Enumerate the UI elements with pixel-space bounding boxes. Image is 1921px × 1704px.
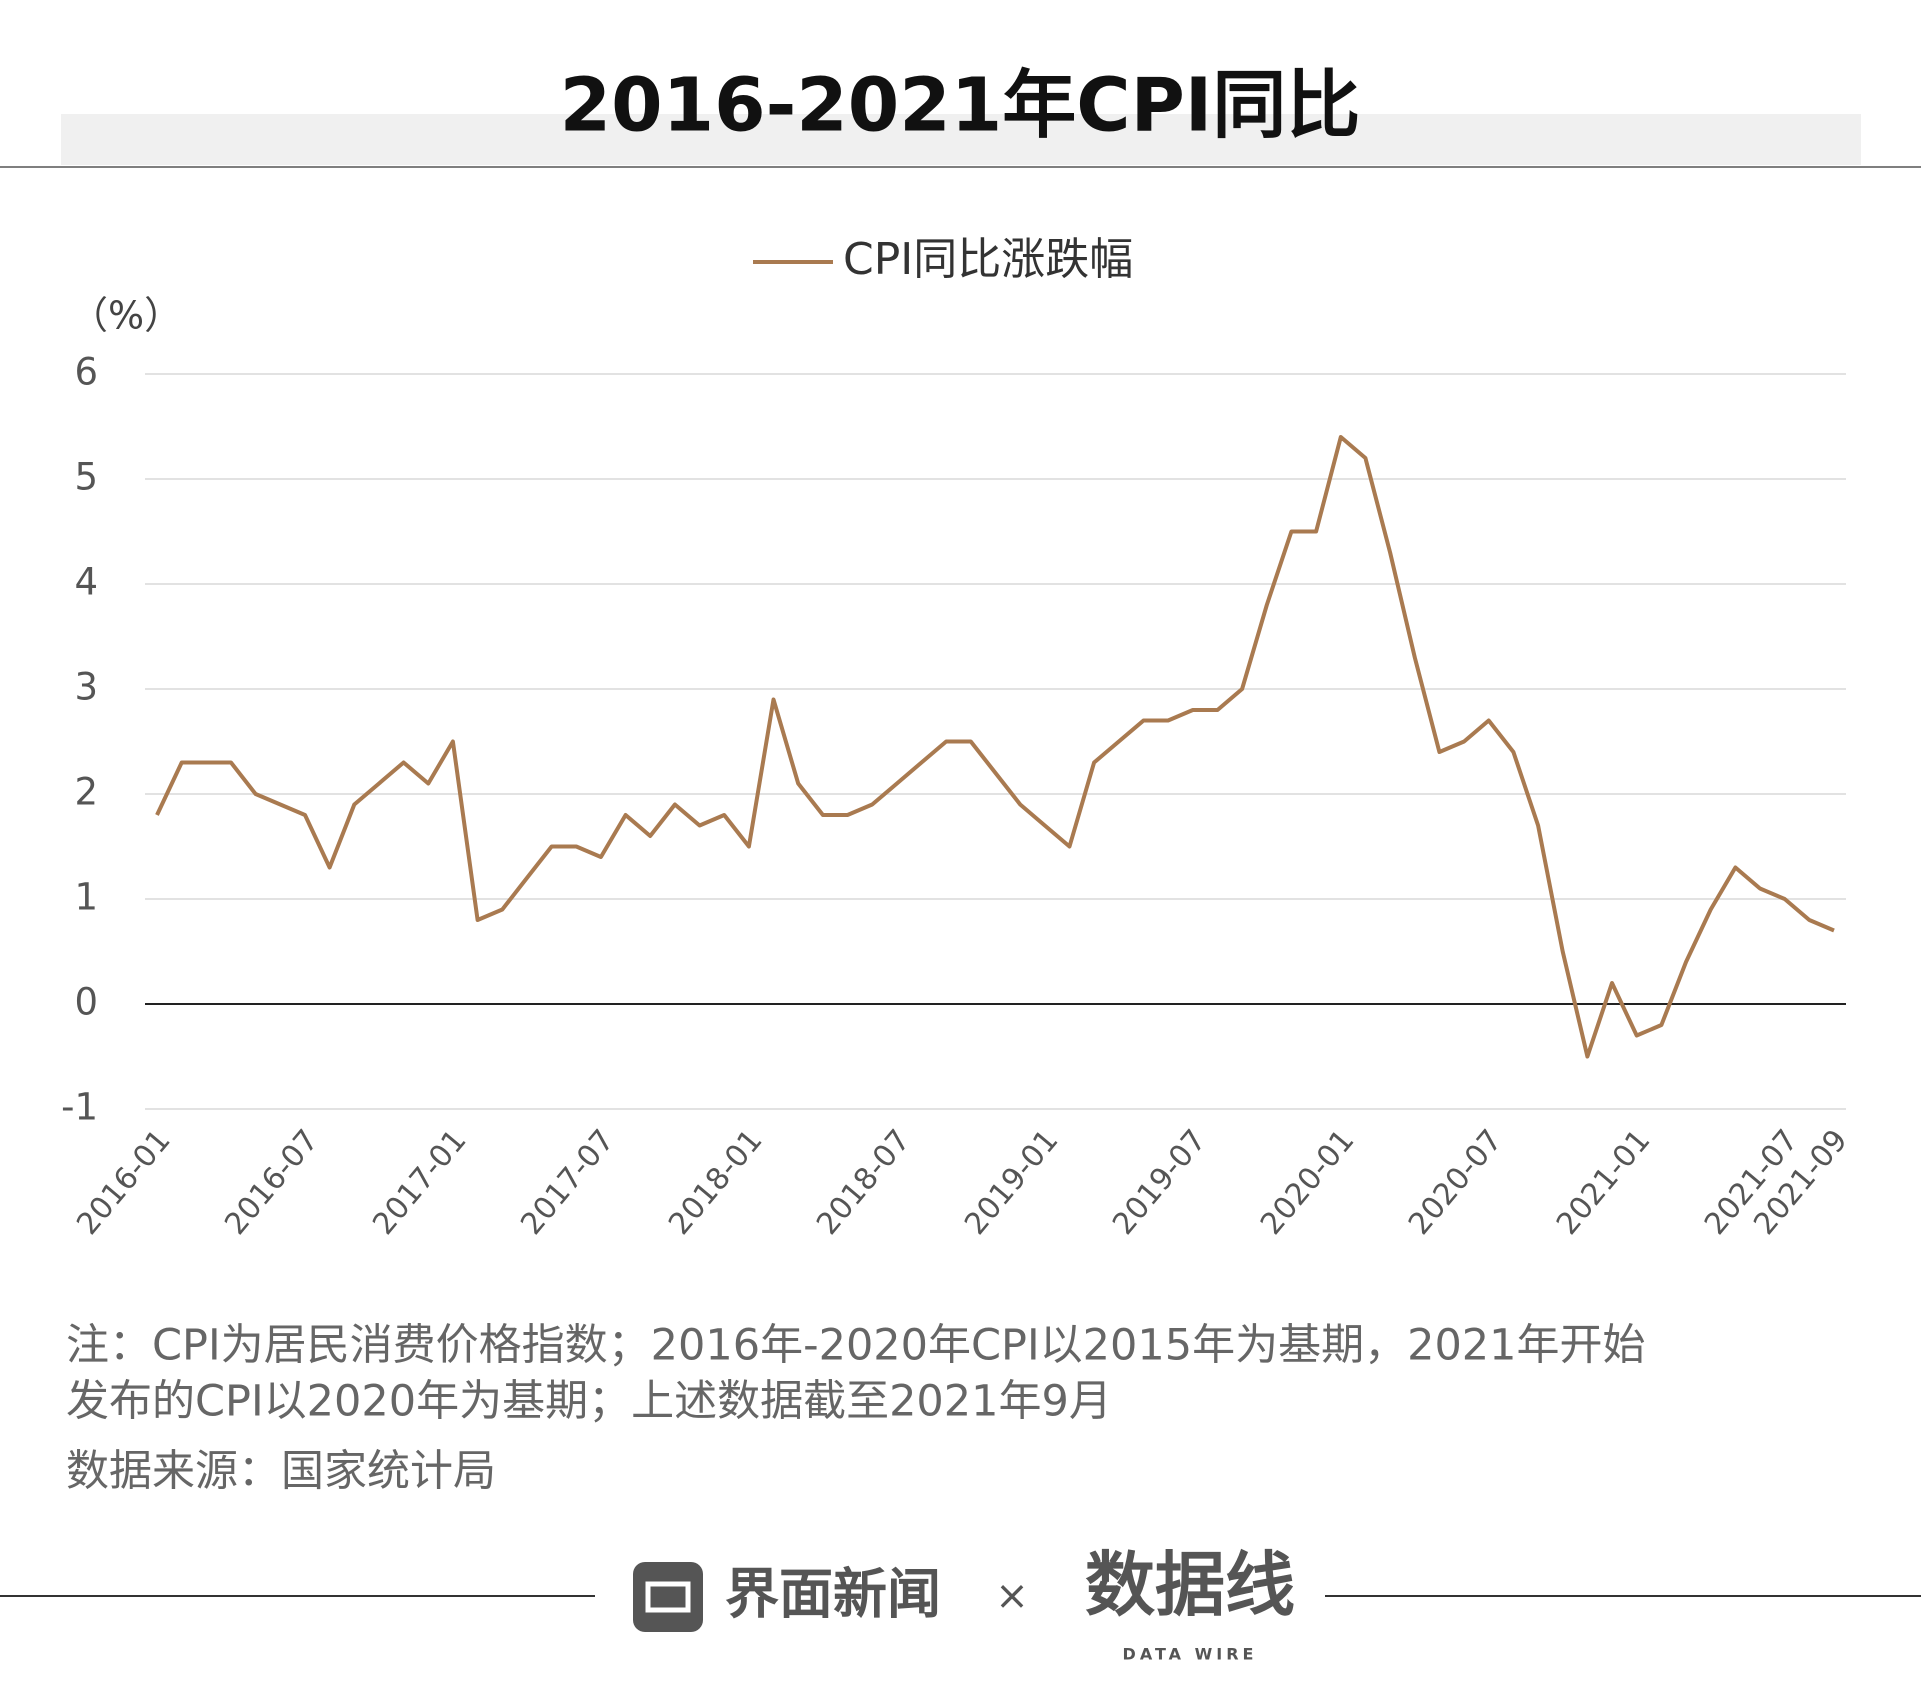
y-unit: （%）	[70, 294, 182, 338]
footer-partner: 数据线	[1085, 1544, 1295, 1626]
x-tick-label: 2017-01	[366, 1123, 473, 1242]
y-tick-label: 5	[74, 456, 98, 499]
source: 数据来源：国家统计局	[66, 1447, 496, 1497]
chart-title: 2016-2021年CPI同比	[560, 63, 1361, 149]
y-tick-label: 4	[74, 561, 98, 604]
x-tick-label: 2020-01	[1254, 1123, 1361, 1242]
note: 发布的CPI以2020年为基期；上述数据截至2021年9月	[66, 1377, 1112, 1427]
note: 注：CPI为居民消费价格指数；2016年-2020年CPI以2015年为基期，2…	[66, 1321, 1646, 1371]
title-band	[61, 114, 1861, 165]
footer-brand: 界面新闻	[725, 1563, 941, 1626]
x-tick-label: 2017-07	[514, 1123, 621, 1242]
footer-partner-sub: DATA WIRE	[1123, 1645, 1258, 1664]
brand-logo-mark	[645, 1581, 691, 1613]
x-tick-label: 2019-01	[958, 1123, 1065, 1242]
x-tick-label: 2016-07	[218, 1123, 325, 1242]
data-line	[155, 435, 1835, 1059]
x-tick-label: 2016-01	[70, 1123, 177, 1242]
legend-label: CPI同比涨跌幅	[843, 234, 1133, 285]
brand-logo	[633, 1562, 703, 1632]
y-tick-label: 2	[74, 771, 98, 814]
x-tick-label: 2018-01	[662, 1123, 769, 1242]
y-tick-label: 6	[74, 351, 98, 394]
footer-separator: ×	[995, 1573, 1029, 1619]
y-tick-label: 1	[74, 876, 98, 919]
x-tick-label: 2021-01	[1550, 1123, 1657, 1242]
y-tick-label: 3	[74, 666, 98, 709]
y-tick-label: -1	[61, 1086, 98, 1129]
x-tick-label: 2018-07	[810, 1123, 917, 1242]
x-tick-label: 2019-07	[1106, 1123, 1213, 1242]
x-tick-label: 2020-07	[1402, 1123, 1509, 1242]
y-tick-label: 0	[74, 981, 98, 1024]
